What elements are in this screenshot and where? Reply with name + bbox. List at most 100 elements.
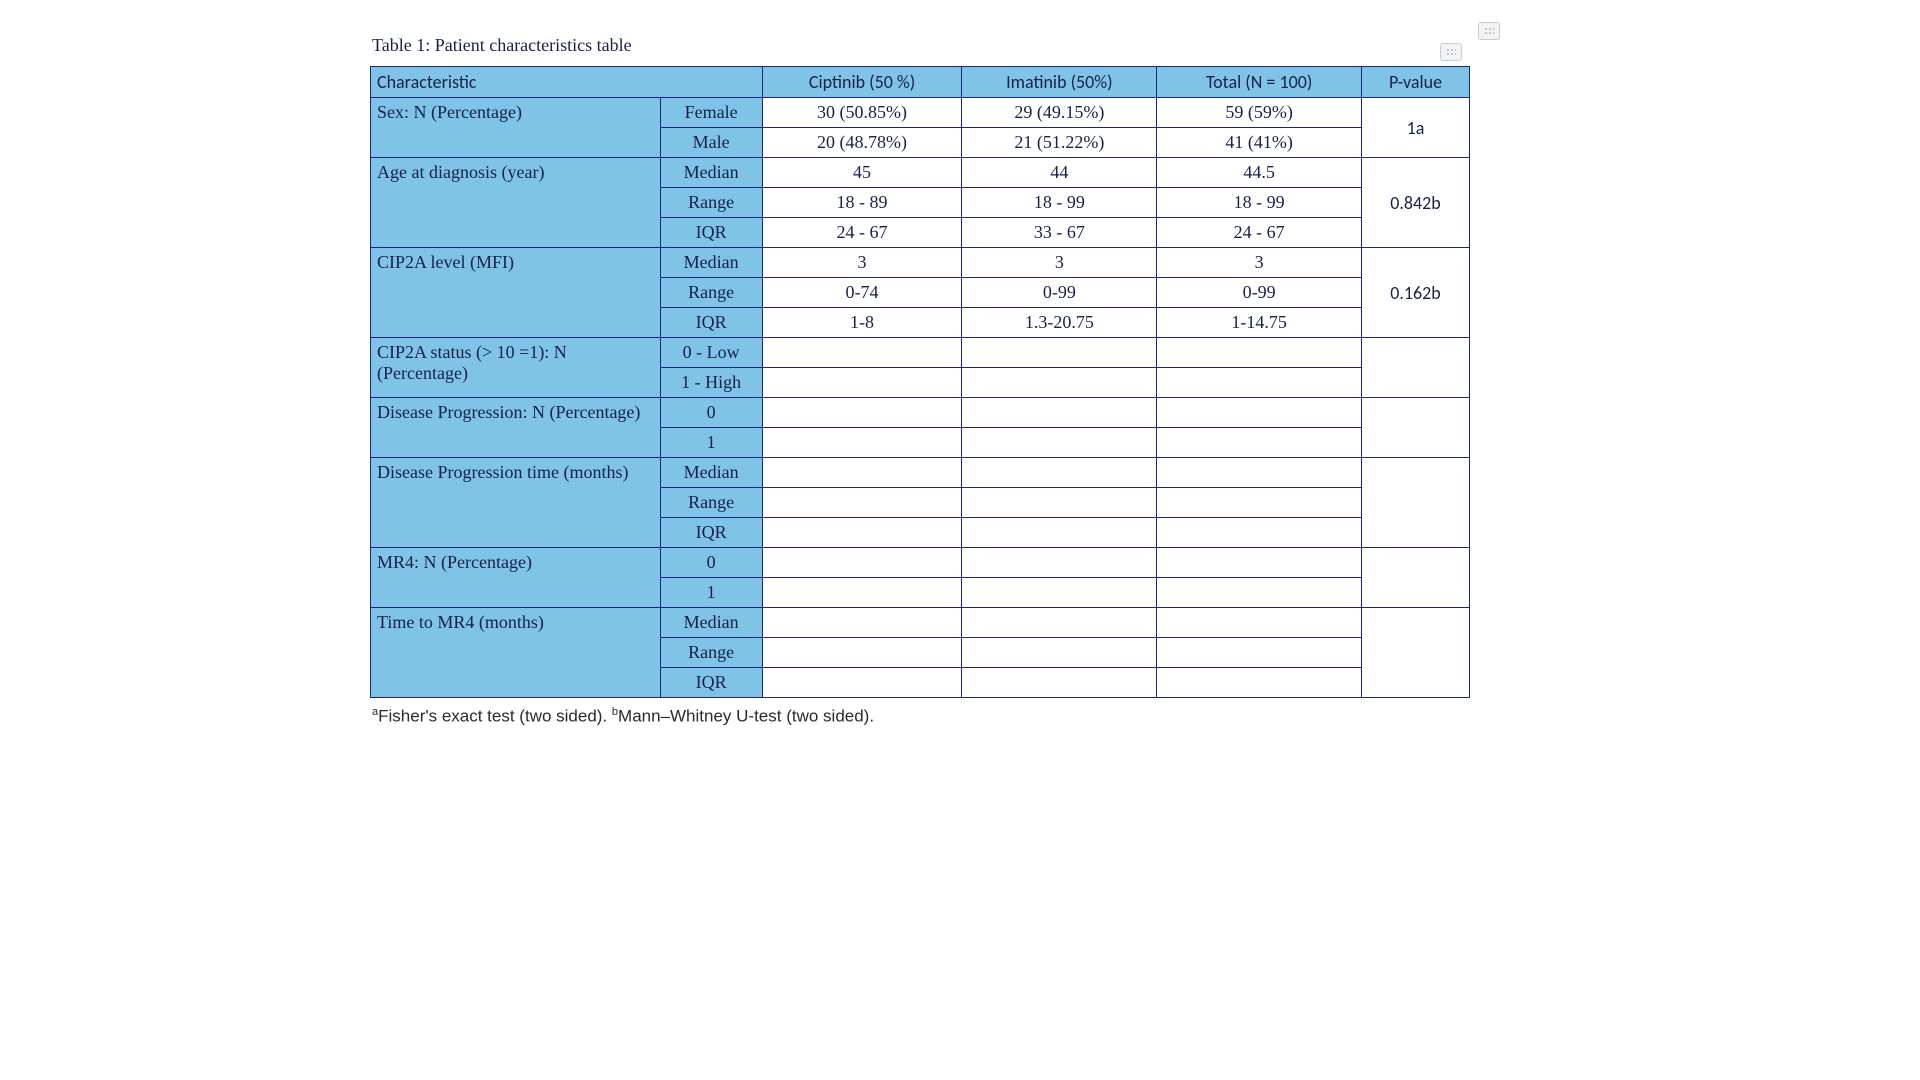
cell-value — [762, 518, 962, 548]
footnote-a: Fisher's exact test (two sided). — [378, 707, 607, 726]
cell-value: 18 - 99 — [962, 188, 1157, 218]
cell-value — [1157, 428, 1362, 458]
cell-value: 29 (49.15%) — [962, 98, 1157, 128]
cell-value — [762, 578, 962, 608]
cell-value — [1157, 638, 1362, 668]
row-sublabel: 1 - High — [660, 368, 762, 398]
cell-pvalue — [1362, 548, 1470, 608]
row-group-label: Age at diagnosis (year) — [371, 158, 661, 248]
row-sublabel: Median — [660, 248, 762, 278]
row-sublabel: Range — [660, 638, 762, 668]
cell-value: 44 — [962, 158, 1157, 188]
cell-value: 3 — [762, 248, 962, 278]
cell-value — [962, 608, 1157, 638]
table-row: Time to MR4 (months)Median — [371, 608, 1470, 638]
col-total: Total (N = 100) — [1157, 67, 1362, 98]
cell-value — [962, 668, 1157, 698]
cell-value — [1157, 608, 1362, 638]
row-group-label: Disease Progression: N (Percentage) — [371, 398, 661, 458]
cell-value: 24 - 67 — [1157, 218, 1362, 248]
cell-value: 45 — [762, 158, 962, 188]
cell-value — [762, 608, 962, 638]
cell-value — [962, 488, 1157, 518]
table-row: MR4: N (Percentage)0 — [371, 548, 1470, 578]
table-footnote: aFisher's exact test (two sided). bMann–… — [370, 706, 1470, 727]
row-sublabel: IQR — [660, 308, 762, 338]
row-sublabel: 0 — [660, 398, 762, 428]
cell-value — [1157, 488, 1362, 518]
cell-value: 1-14.75 — [1157, 308, 1362, 338]
row-sublabel: Male — [660, 128, 762, 158]
cell-value: 3 — [962, 248, 1157, 278]
cell-value — [962, 398, 1157, 428]
table-caption: Table 1: Patient characteristics table — [370, 35, 1470, 56]
cell-value — [962, 368, 1157, 398]
cell-value: 24 - 67 — [762, 218, 962, 248]
cell-value: 59 (59%) — [1157, 98, 1362, 128]
table-row: CIP2A level (MFI)Median3330.162b — [371, 248, 1470, 278]
table-row: Disease Progression: N (Percentage)0 — [371, 398, 1470, 428]
cell-value — [962, 338, 1157, 368]
row-sublabel: Median — [660, 458, 762, 488]
cell-value — [962, 578, 1157, 608]
table-body: Sex: N (Percentage)Female30 (50.85%)29 (… — [371, 98, 1470, 698]
row-sublabel: Range — [660, 278, 762, 308]
cell-pvalue: 0.162b — [1362, 248, 1470, 338]
cell-value — [762, 548, 962, 578]
cell-value — [762, 638, 962, 668]
cell-value: 0-99 — [962, 278, 1157, 308]
cell-pvalue: 0.842b — [1362, 158, 1470, 248]
cell-value — [762, 488, 962, 518]
cell-value: 1.3-20.75 — [962, 308, 1157, 338]
cell-pvalue: 1a — [1362, 98, 1470, 158]
row-sublabel: IQR — [660, 668, 762, 698]
cell-value: 44.5 — [1157, 158, 1362, 188]
row-group-label: CIP2A status (> 10 =1): N (Percentage) — [371, 338, 661, 398]
footnote-b: Mann–Whitney U-test (two sided). — [618, 707, 874, 726]
row-sublabel: 1 — [660, 428, 762, 458]
cell-value — [1157, 338, 1362, 368]
cell-value — [762, 458, 962, 488]
row-sublabel: Median — [660, 158, 762, 188]
cell-value — [762, 368, 962, 398]
cell-value — [1157, 548, 1362, 578]
row-sublabel: 0 — [660, 548, 762, 578]
row-group-label: CIP2A level (MFI) — [371, 248, 661, 338]
cell-value — [762, 428, 962, 458]
row-sublabel: Female — [660, 98, 762, 128]
cell-pvalue — [1362, 338, 1470, 398]
cell-value — [762, 668, 962, 698]
cell-value — [1157, 398, 1362, 428]
row-group-label: Time to MR4 (months) — [371, 608, 661, 698]
cell-value — [962, 428, 1157, 458]
cell-value: 41 (41%) — [1157, 128, 1362, 158]
row-sublabel: IQR — [660, 218, 762, 248]
cell-value — [962, 458, 1157, 488]
cell-value — [762, 338, 962, 368]
row-sublabel: 0 - Low — [660, 338, 762, 368]
cell-value: 20 (48.78%) — [762, 128, 962, 158]
row-sublabel: Range — [660, 188, 762, 218]
table-row: Age at diagnosis (year)Median454444.50.8… — [371, 158, 1470, 188]
cell-value: 33 - 67 — [962, 218, 1157, 248]
table-row: Disease Progression time (months)Median — [371, 458, 1470, 488]
row-group-label: Sex: N (Percentage) — [371, 98, 661, 158]
cell-value: 3 — [1157, 248, 1362, 278]
table-drag-handle-icon[interactable] — [1440, 43, 1462, 61]
cell-value: 0-99 — [1157, 278, 1362, 308]
cell-pvalue — [1362, 458, 1470, 548]
row-sublabel: Range — [660, 488, 762, 518]
row-group-label: Disease Progression time (months) — [371, 458, 661, 548]
table-resize-handle-icon[interactable] — [1478, 22, 1500, 40]
row-sublabel: 1 — [660, 578, 762, 608]
table-row: CIP2A status (> 10 =1): N (Percentage)0 … — [371, 338, 1470, 368]
cell-value: 21 (51.22%) — [962, 128, 1157, 158]
row-group-label: MR4: N (Percentage) — [371, 548, 661, 608]
row-sublabel: Median — [660, 608, 762, 638]
table-row: Sex: N (Percentage)Female30 (50.85%)29 (… — [371, 98, 1470, 128]
cell-value — [1157, 368, 1362, 398]
patient-characteristics-table: Characteristic Ciptinib (50 %) Imatinib … — [370, 66, 1470, 698]
cell-value — [1157, 518, 1362, 548]
cell-value — [962, 518, 1157, 548]
cell-value — [1157, 458, 1362, 488]
